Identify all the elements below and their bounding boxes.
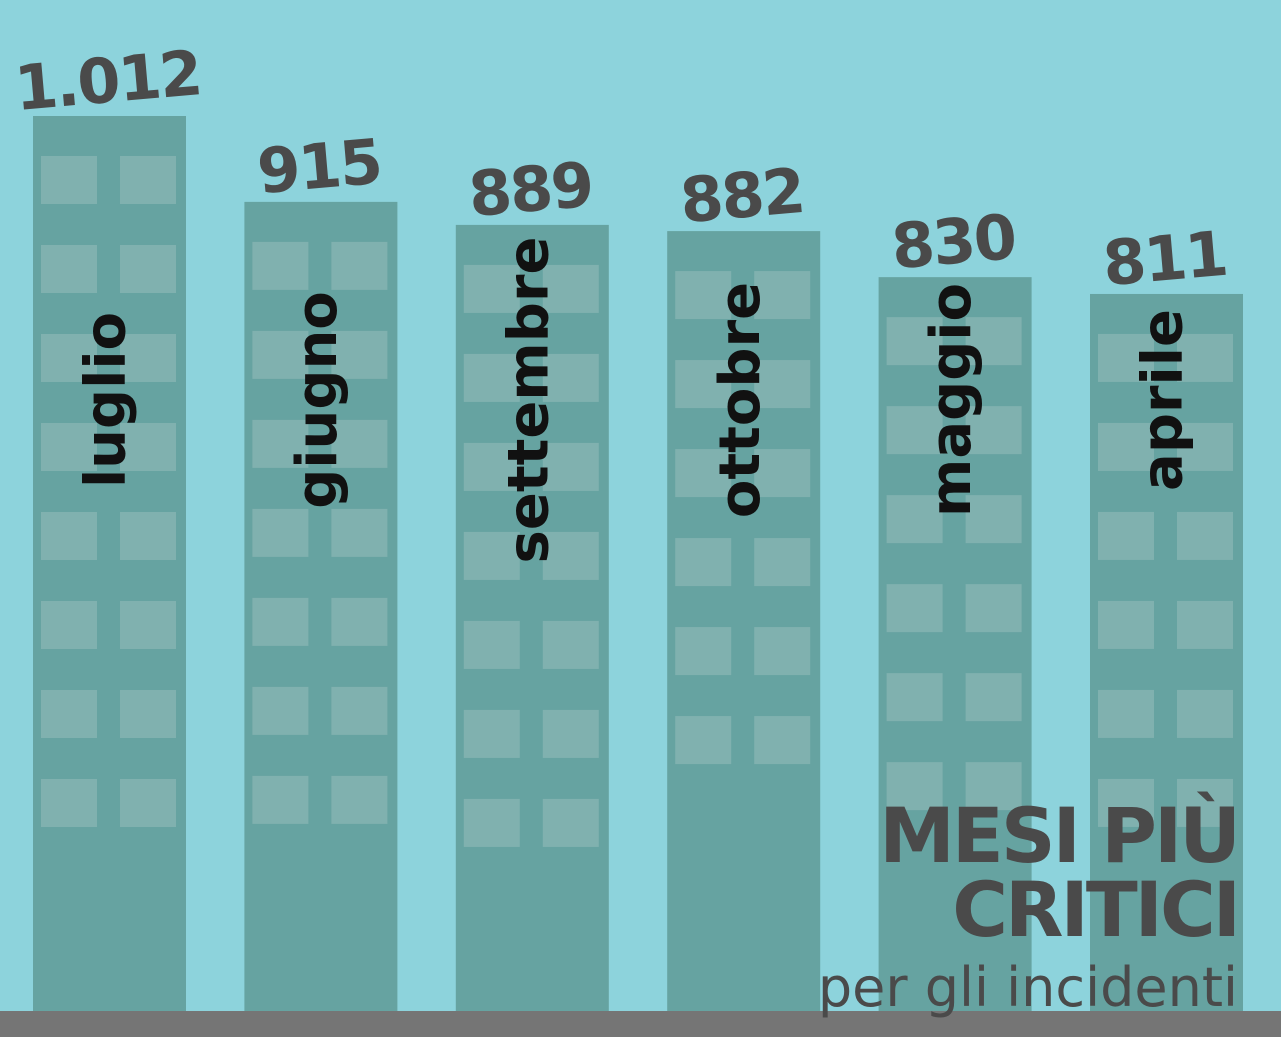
window xyxy=(252,687,308,735)
window xyxy=(464,799,520,847)
window xyxy=(754,538,810,586)
category-label: aprile xyxy=(1131,309,1196,491)
window xyxy=(331,242,387,290)
window xyxy=(1098,690,1154,738)
window xyxy=(887,673,943,721)
window xyxy=(120,156,176,204)
value-label: 915 xyxy=(254,125,383,208)
window xyxy=(675,538,731,586)
window xyxy=(464,710,520,758)
window xyxy=(543,621,599,669)
window xyxy=(252,776,308,824)
window xyxy=(120,779,176,827)
window xyxy=(1177,690,1233,738)
window xyxy=(754,627,810,675)
value-label: 882 xyxy=(677,154,806,237)
window xyxy=(41,245,97,293)
chart: 1.012luglio915giugno889settembre882ottob… xyxy=(0,0,1281,1037)
window xyxy=(252,509,308,557)
window xyxy=(1177,512,1233,560)
window xyxy=(887,584,943,632)
value-label: 889 xyxy=(466,148,595,231)
window xyxy=(120,601,176,649)
window xyxy=(331,687,387,735)
window xyxy=(331,598,387,646)
window xyxy=(120,245,176,293)
category-label: settembre xyxy=(496,237,561,564)
category-label: maggio xyxy=(919,283,984,517)
window xyxy=(966,584,1022,632)
window xyxy=(675,716,731,764)
window xyxy=(41,779,97,827)
window xyxy=(120,512,176,560)
window xyxy=(754,716,810,764)
window xyxy=(41,690,97,738)
window xyxy=(966,673,1022,721)
window xyxy=(252,598,308,646)
value-label: 811 xyxy=(1100,217,1229,300)
category-label: giugno xyxy=(285,291,350,509)
window xyxy=(1098,512,1154,560)
window xyxy=(464,621,520,669)
window xyxy=(41,512,97,560)
value-label: 830 xyxy=(889,200,1018,283)
window xyxy=(675,627,731,675)
window xyxy=(41,156,97,204)
window xyxy=(120,690,176,738)
window xyxy=(331,776,387,824)
category-label: ottobre xyxy=(708,282,773,518)
chart-subtitle: per gli incidenti xyxy=(818,956,1238,1019)
window xyxy=(1177,601,1233,649)
category-label: luglio xyxy=(74,312,139,488)
window xyxy=(543,799,599,847)
window xyxy=(331,509,387,557)
window xyxy=(41,601,97,649)
window xyxy=(543,710,599,758)
window xyxy=(1098,601,1154,649)
window xyxy=(252,242,308,290)
